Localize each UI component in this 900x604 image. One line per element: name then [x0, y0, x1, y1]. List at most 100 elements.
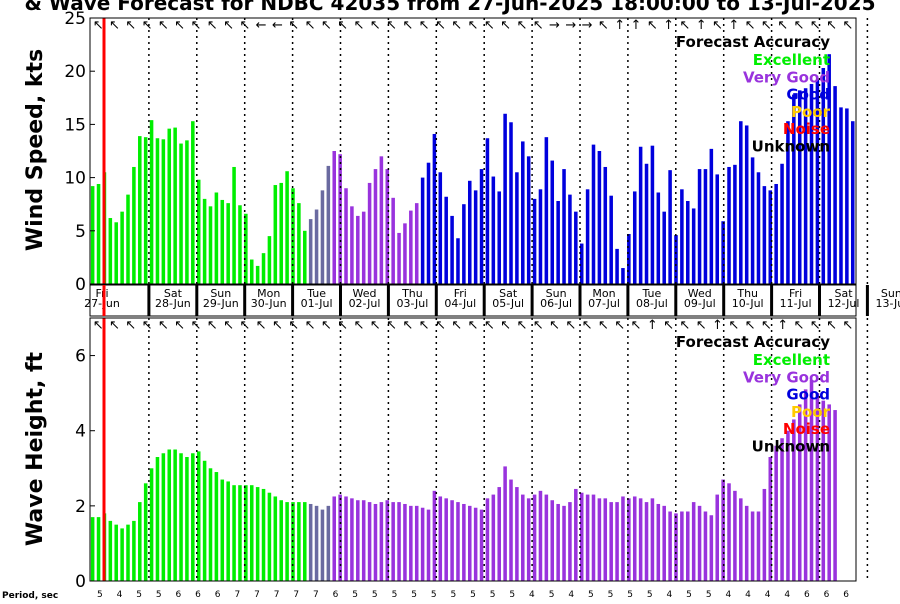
direction-arrow: ↖: [174, 18, 185, 33]
bar: [503, 113, 507, 284]
direction-arrow: ↖: [663, 318, 674, 333]
bar: [797, 90, 802, 285]
bar: [850, 121, 855, 284]
bar: [179, 143, 183, 284]
bar: [550, 500, 555, 581]
bar: [226, 481, 230, 581]
bar: [574, 211, 578, 284]
bar: [621, 268, 625, 284]
bar: [438, 172, 443, 284]
y-tick-label: 0: [75, 572, 86, 592]
legend-entry: Very Good: [743, 368, 830, 386]
direction-arrow: ↖: [288, 318, 299, 333]
direction-arrow: ↖: [826, 318, 837, 333]
bar: [733, 164, 737, 284]
day-date: 10-Jul: [732, 297, 764, 310]
bar: [703, 169, 708, 284]
direction-arrow: ↖: [631, 318, 642, 333]
day-name: Wed: [688, 287, 712, 300]
bar: [350, 206, 354, 284]
wave-ylabel: Wave Height, ft: [23, 351, 48, 546]
bar: [839, 107, 843, 284]
period-value: 6: [333, 590, 339, 600]
legend-entry: Unknown: [752, 138, 830, 156]
bar: [845, 108, 849, 284]
direction-arrow: ↖: [174, 318, 185, 333]
period-value: 5: [470, 590, 476, 600]
direction-arrow: ↖: [402, 18, 413, 33]
bar: [308, 503, 313, 581]
bar: [255, 265, 260, 284]
day-date: 05-Jul: [492, 297, 524, 310]
direction-arrow: ↖: [109, 18, 120, 33]
bar: [120, 528, 124, 581]
bar: [509, 122, 513, 284]
period-value: 4: [784, 590, 790, 600]
direction-arrow: ↖: [158, 318, 169, 333]
bar: [526, 156, 531, 284]
bar: [214, 472, 219, 581]
bar: [532, 494, 537, 581]
bar: [550, 160, 555, 284]
bar: [509, 479, 513, 581]
bar: [208, 206, 213, 284]
bar: [632, 191, 637, 284]
period-value: 5: [588, 590, 594, 600]
bar: [609, 195, 613, 284]
bar: [126, 194, 130, 284]
bar: [697, 505, 702, 581]
direction-arrow: ↖: [810, 18, 821, 33]
bar: [780, 438, 784, 581]
day-date: 11-Jul: [780, 297, 812, 310]
bar: [426, 162, 431, 284]
direction-arrow: ↖: [386, 18, 397, 33]
bar: [603, 166, 608, 284]
direction-arrow: ↖: [419, 318, 430, 333]
bar: [603, 498, 608, 581]
bar: [662, 211, 666, 284]
bar: [303, 230, 307, 284]
direction-arrow: ↖: [337, 318, 348, 333]
bar: [108, 520, 113, 581]
bar: [833, 410, 837, 581]
direction-arrow: ↑: [614, 18, 625, 33]
bar: [179, 453, 183, 581]
bar: [815, 79, 820, 284]
bar: [432, 490, 437, 581]
direction-arrow: ↖: [93, 318, 104, 333]
direction-arrow: ↖: [125, 318, 136, 333]
bar: [161, 453, 166, 581]
bar: [420, 177, 425, 284]
period-value: 4: [745, 590, 751, 600]
bar: [491, 494, 496, 581]
direction-arrow: ↖: [468, 318, 479, 333]
y-tick-label: 6: [75, 347, 86, 367]
direction-arrow: ↖: [207, 318, 218, 333]
direction-arrow: ↑: [696, 18, 707, 33]
direction-arrow: ↖: [223, 18, 234, 33]
direction-arrow: ↖: [419, 18, 430, 33]
bar: [526, 498, 531, 581]
y-tick-label: 10: [64, 169, 86, 189]
bar: [173, 449, 177, 581]
direction-arrow: ↖: [256, 318, 267, 333]
direction-arrow: ↖: [370, 318, 381, 333]
bar: [697, 169, 702, 284]
bar: [756, 511, 761, 581]
bar: [143, 483, 148, 581]
bar: [173, 127, 177, 284]
direction-arrow: ←: [256, 18, 267, 33]
direction-arrow: ↖: [842, 18, 853, 33]
bar: [96, 517, 101, 581]
bar: [409, 210, 413, 284]
period-value: 5: [136, 590, 142, 600]
bar: [709, 515, 714, 581]
bar: [591, 144, 596, 284]
bar: [503, 466, 507, 581]
day-name: Sat: [499, 287, 518, 300]
y-tick-label: 15: [64, 115, 86, 135]
period-value: 5: [627, 590, 633, 600]
period-value: 5: [352, 590, 358, 600]
bar: [456, 502, 460, 581]
bar: [414, 505, 419, 581]
